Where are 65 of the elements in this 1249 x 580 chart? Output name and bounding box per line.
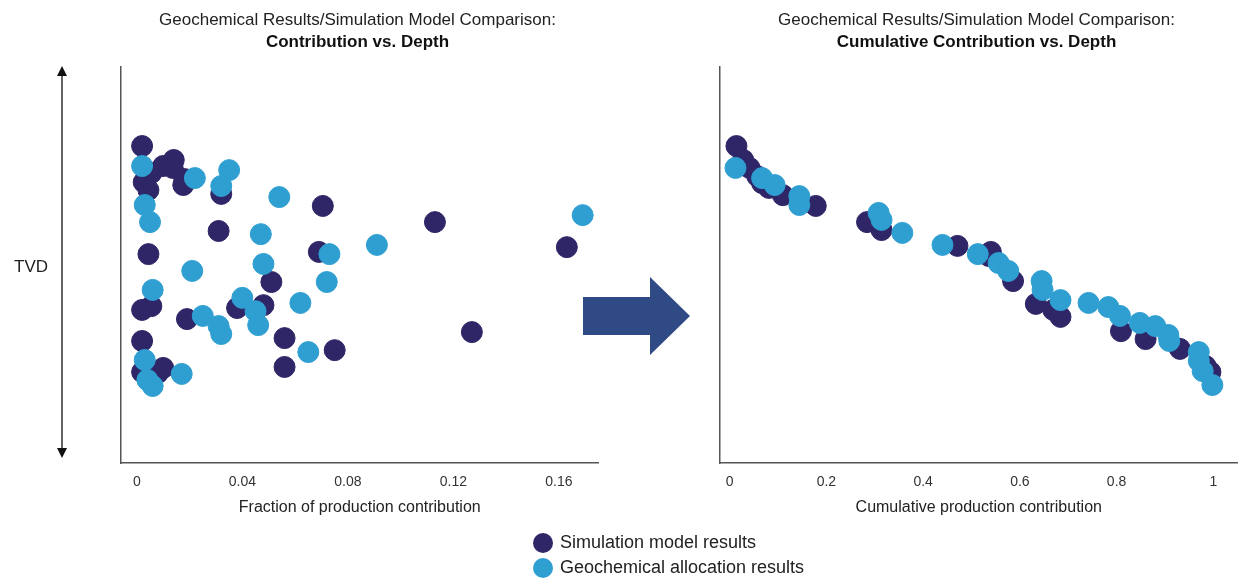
chart-subtitle: Cumulative Contribution vs. Depth: [836, 32, 1117, 52]
x-axis-title: Fraction of production contribution: [238, 497, 481, 515]
point: [137, 243, 160, 266]
x-tick-label: 0.12: [439, 473, 468, 490]
x-tick-label: 0.8: [1106, 473, 1127, 490]
point: [181, 259, 204, 282]
x-tick-label: 0.16: [545, 473, 573, 490]
point: [931, 233, 954, 256]
point: [131, 135, 154, 158]
point: [571, 204, 594, 227]
point: [207, 219, 230, 242]
point: [1201, 374, 1224, 397]
point: [365, 233, 388, 256]
point: [763, 174, 786, 197]
x-tick-label: 0.08: [334, 473, 362, 490]
point: [997, 259, 1020, 282]
point: [1049, 289, 1072, 312]
point: [210, 174, 233, 197]
y-axis-title: TVD: [14, 257, 48, 277]
point: [260, 271, 283, 294]
x-tick-label: 1: [1209, 473, 1218, 490]
point: [289, 291, 312, 314]
x-tick-label: 0: [132, 473, 141, 490]
point: [273, 355, 296, 378]
point: [423, 211, 446, 234]
chart-subtitle: Contribution vs. Depth: [265, 32, 450, 52]
point: [247, 314, 270, 337]
x-axis-title: Cumulative production contribution: [855, 497, 1102, 515]
legend-label: Geochemical allocation results: [560, 557, 805, 578]
chart-title: Geochemical Results/Simulation Model Comparison:: [778, 9, 1175, 29]
x-tick-label: 0.6: [1010, 473, 1030, 490]
point: [891, 221, 914, 244]
point: [1077, 291, 1100, 314]
point: [231, 286, 254, 309]
chart-title: Geochemical Results/Simulation Model Comparison:: [159, 9, 556, 29]
x-tick-label: 0.2: [816, 473, 837, 490]
point: [141, 374, 164, 397]
point: [141, 278, 164, 301]
point: [555, 236, 578, 259]
point: [268, 186, 291, 209]
point: [210, 323, 233, 345]
point: [131, 329, 154, 352]
point: [460, 321, 483, 344]
x-tick-label: 0: [725, 473, 734, 490]
x-tick-label: 0.04: [228, 473, 257, 490]
point: [311, 194, 334, 217]
point: [315, 271, 338, 294]
point: [252, 252, 275, 275]
point: [183, 167, 206, 190]
point: [249, 223, 272, 246]
point: [318, 243, 341, 266]
point: [724, 156, 747, 179]
point: [170, 362, 193, 385]
point: [273, 327, 296, 350]
legend-label: Simulation model results: [560, 532, 757, 553]
point: [133, 348, 156, 371]
point: [139, 211, 162, 234]
point: [297, 341, 320, 364]
point: [323, 339, 346, 362]
point: [218, 159, 241, 182]
point: [966, 243, 989, 266]
point: [131, 155, 154, 178]
point: [191, 304, 214, 327]
point: [1108, 304, 1131, 327]
x-tick-label: 0.4: [913, 473, 934, 490]
